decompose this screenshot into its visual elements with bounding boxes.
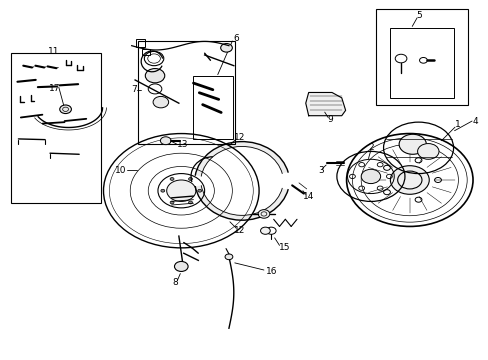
Text: 13: 13 [176,140,187,149]
Text: 14: 14 [303,192,314,201]
Text: 11: 11 [47,47,59,56]
Text: 9: 9 [326,115,332,124]
Circle shape [220,44,232,52]
Circle shape [160,137,171,145]
Circle shape [188,201,192,204]
Bar [193,76,233,139]
Text: 17: 17 [48,84,60,93]
Circle shape [389,166,428,194]
Circle shape [170,201,174,204]
Circle shape [174,261,188,271]
Circle shape [258,210,269,218]
Text: 3: 3 [318,166,324,175]
Circle shape [417,144,438,159]
Bar [375,9,467,105]
Text: 6: 6 [233,35,239,44]
Text: 12: 12 [233,225,245,234]
Text: 10: 10 [115,166,126,175]
Text: 7: 7 [130,85,136,94]
Circle shape [170,177,174,180]
Circle shape [166,180,196,202]
Circle shape [153,96,168,108]
Circle shape [145,68,164,83]
Text: 15: 15 [279,243,290,252]
Polygon shape [305,93,345,116]
Polygon shape [195,186,287,220]
Text: 5: 5 [416,11,422,20]
Text: 2: 2 [367,143,373,152]
Bar [137,41,234,144]
Circle shape [188,177,192,180]
Circle shape [398,134,426,154]
Text: 16: 16 [265,267,277,276]
Circle shape [224,254,232,260]
Circle shape [198,189,201,192]
Bar [389,28,453,98]
Circle shape [361,169,380,184]
Text: 12: 12 [233,132,245,141]
Text: 4: 4 [472,117,477,126]
Circle shape [60,105,71,113]
Circle shape [161,189,164,192]
Bar [136,39,144,47]
Polygon shape [195,141,287,176]
Text: 8: 8 [172,278,178,287]
Bar [11,53,101,203]
Circle shape [260,227,270,234]
Bar [142,49,149,55]
Text: 1: 1 [454,120,459,129]
